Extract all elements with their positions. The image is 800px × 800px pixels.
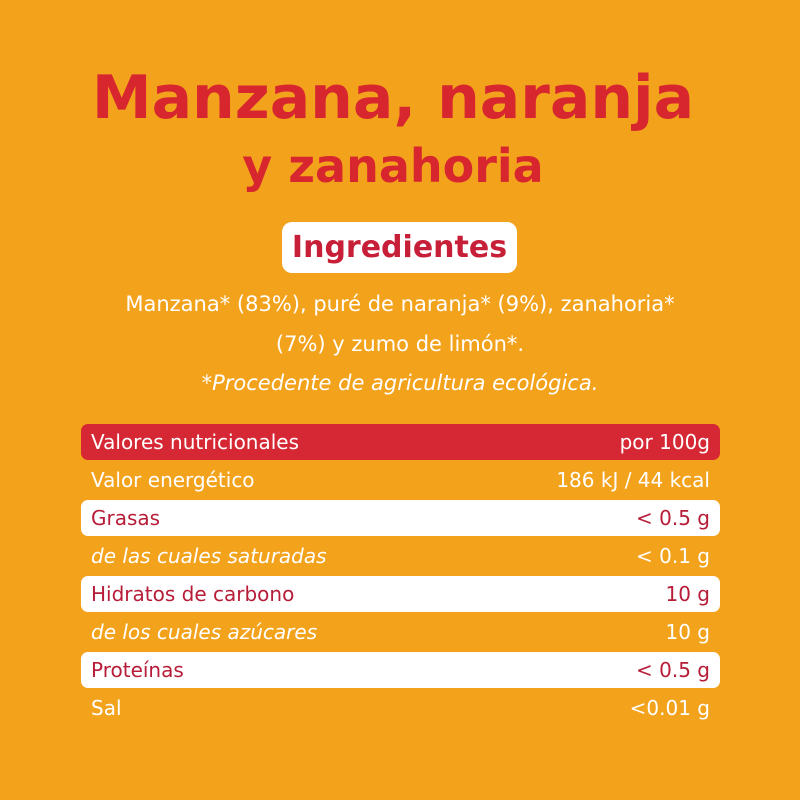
ingredients-heading: Ingredientes [282,222,517,273]
table-row: de las cuales saturadas < 0.1 g [81,538,720,574]
ingredients-note: *Procedente de agricultura ecológica. [201,371,599,395]
ingredients-line-1: Manzana* (83%), puré de naranja* (9%), z… [125,292,675,316]
table-row: Grasas < 0.5 g [81,500,720,536]
nutrition-table: Valores nutricionales por 100g Valor ene… [81,424,720,728]
row-label: Hidratos de carbono [91,582,295,606]
row-value: < 0.1 g [636,544,710,568]
row-value: 10 g [665,620,710,644]
table-row: Proteínas < 0.5 g [81,652,720,688]
row-label: Proteínas [91,658,184,682]
row-label: de los cuales azúcares [91,620,318,644]
ingredients-heading-text: Ingredientes [291,230,508,265]
table-row: Hidratos de carbono 10 g [81,576,720,612]
table-row: de los cuales azúcares 10 g [81,614,720,650]
row-label: Valor energético [91,468,255,492]
row-value: <0.01 g [629,696,710,720]
nutrition-header-value: por 100g [619,430,710,454]
row-value: < 0.5 g [636,506,710,530]
row-label: Sal [91,696,122,720]
nutrition-header: Valores nutricionales por 100g [81,424,720,460]
row-value: 186 kJ / 44 kcal [556,468,710,492]
product-subtitle: y zanahoria [242,139,544,193]
row-value: 10 g [665,582,710,606]
nutrition-header-label: Valores nutricionales [91,430,300,454]
row-label: de las cuales saturadas [91,544,327,568]
row-value: < 0.5 g [636,658,710,682]
table-row: Valor energético 186 kJ / 44 kcal [81,462,720,498]
product-title: Manzana, naranja [91,63,695,133]
ingredients-line-2: (7%) y zumo de limón*. [275,332,525,356]
table-row: Sal <0.01 g [81,690,720,726]
row-label: Grasas [91,506,161,530]
